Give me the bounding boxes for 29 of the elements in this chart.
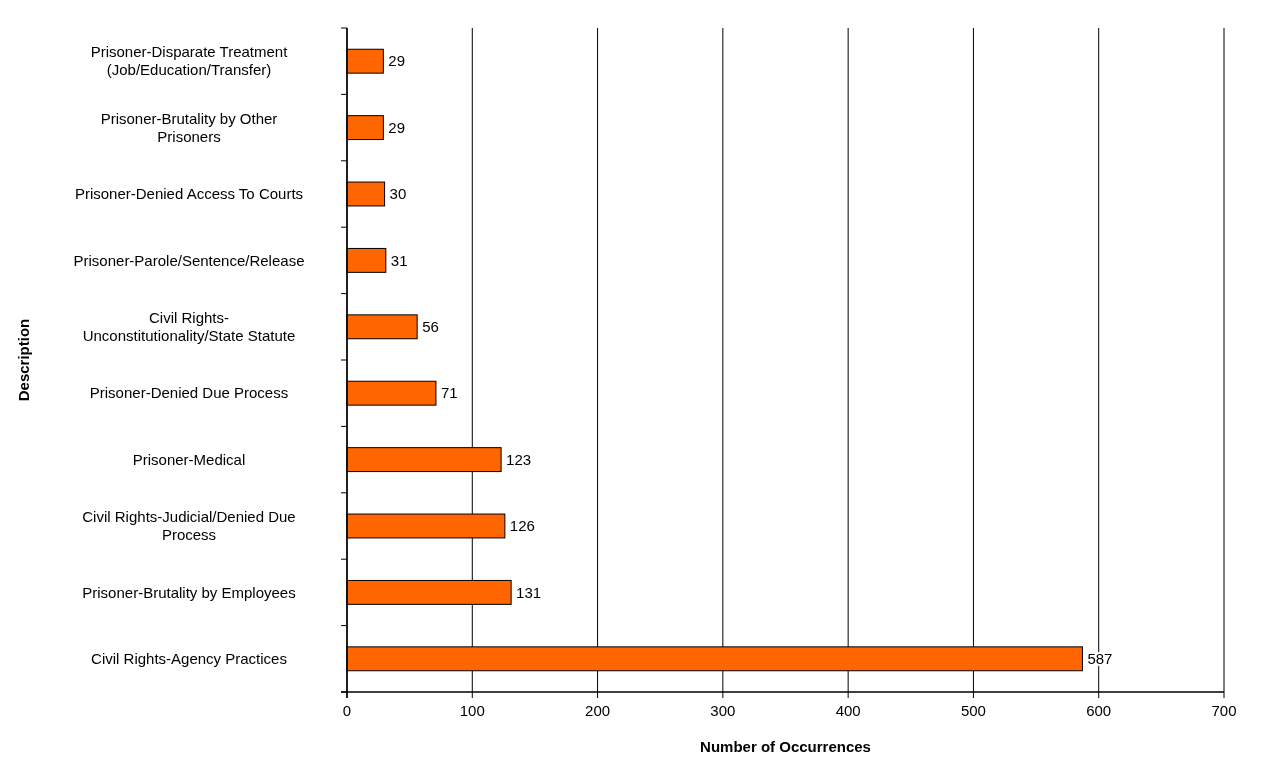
y-tick-label: Civil Rights-Unconstitutionality/State Statute bbox=[82, 309, 296, 345]
data-label: 29 bbox=[388, 52, 406, 70]
x-tick-label: 600 bbox=[1086, 702, 1112, 719]
y-axis-title: Description bbox=[15, 318, 32, 402]
x-tick-label: 100 bbox=[459, 702, 485, 719]
data-label: 29 bbox=[388, 118, 406, 136]
x-axis-title: Number of Occurrences bbox=[700, 738, 871, 755]
y-tick-label: Civil Rights-Agency Practices bbox=[91, 650, 287, 668]
y-tick-label: Prisoner-Medical bbox=[132, 450, 246, 468]
x-tick-label: 700 bbox=[1211, 702, 1237, 719]
y-tick-label: Prisoner-Denied Due Process bbox=[89, 384, 289, 402]
data-label: 131 bbox=[516, 583, 542, 601]
y-tick-label: Civil Rights-Judicial/Denied Due Process bbox=[82, 508, 296, 544]
data-label: 71 bbox=[440, 384, 458, 402]
y-tick-label: Prisoner-Disparate Treatment (Job/Education/Transfer) bbox=[90, 43, 289, 79]
data-label: 56 bbox=[422, 318, 439, 336]
y-tick-label: Prisoner-Denied Access To Courts bbox=[74, 185, 304, 203]
x-tick-label: 400 bbox=[835, 702, 861, 719]
data-label: 123 bbox=[506, 450, 532, 468]
x-tick-label: 300 bbox=[710, 702, 736, 719]
x-tick-label: 500 bbox=[960, 702, 986, 719]
y-tick-label: Prisoner-Brutality by Employees bbox=[82, 583, 296, 601]
data-label: 31 bbox=[390, 251, 408, 269]
x-tick-label: 0 bbox=[342, 702, 352, 719]
x-tick-label: 200 bbox=[585, 702, 611, 719]
y-tick-label: Prisoner-Parole/Sentence/Release bbox=[73, 251, 305, 269]
data-label: 30 bbox=[389, 185, 407, 203]
y-tick-label: Prisoner-Brutality by Other Prisoners bbox=[100, 109, 278, 145]
data-label: 126 bbox=[509, 517, 535, 535]
